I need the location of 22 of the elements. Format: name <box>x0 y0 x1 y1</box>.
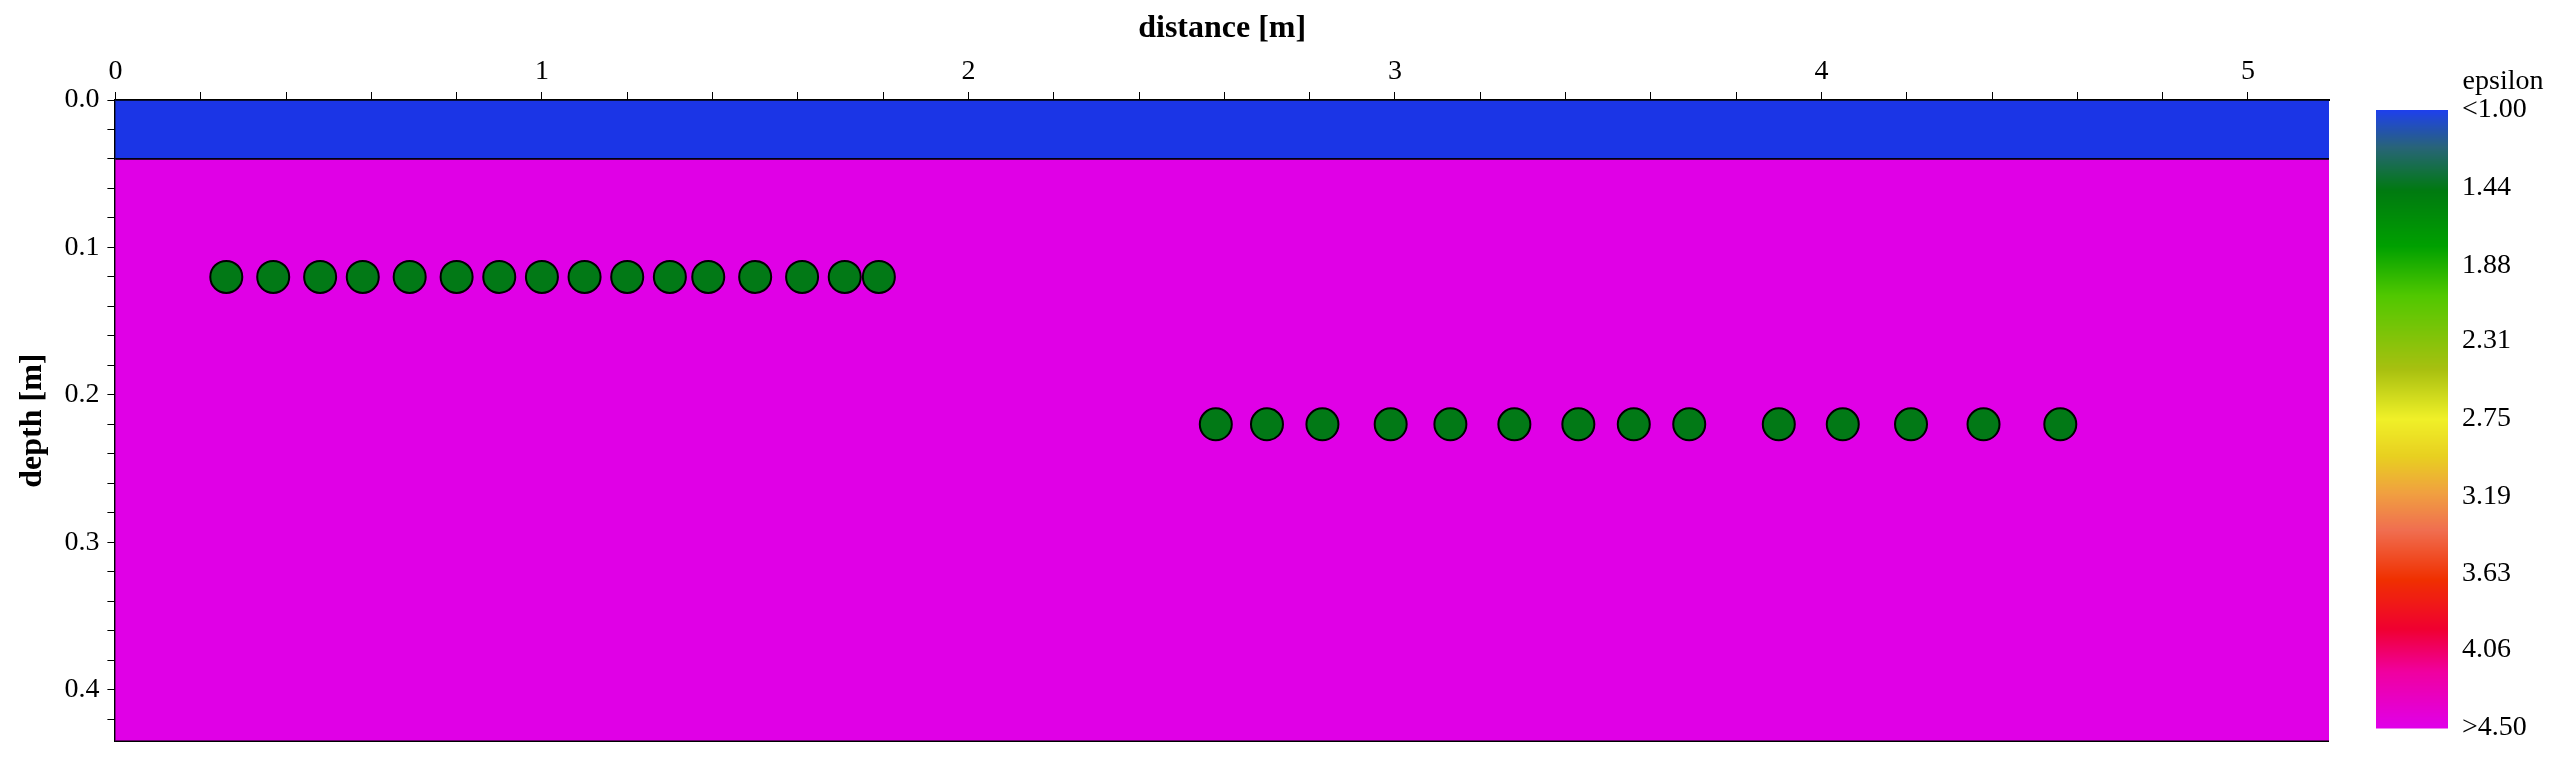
y-tick-label: 0.3 <box>64 524 100 556</box>
y-tick-label: 0.0 <box>64 82 100 114</box>
color-bar-label: 1.88 <box>2462 247 2511 279</box>
y-tick-label: 0.4 <box>64 671 100 703</box>
x-axis-title: distance [m] <box>1138 8 1307 45</box>
color-bar-label: 2.75 <box>2462 400 2511 432</box>
y-axis-title: depth [m] <box>12 353 49 488</box>
color-bar-label: 3.63 <box>2462 556 2511 588</box>
x-tick-label: 0 <box>108 53 123 85</box>
color-bar-label: 3.19 <box>2462 478 2511 510</box>
color-bar-label: 1.44 <box>2462 169 2511 201</box>
color-bar-label: 4.06 <box>2462 631 2511 663</box>
color-bar-label: >4.50 <box>2462 709 2527 741</box>
x-tick-label: 4 <box>1814 53 1829 85</box>
color-bar-title: epsilon <box>2462 64 2544 96</box>
color-bar-label: 2.31 <box>2462 323 2511 355</box>
y-tick-label: 0.1 <box>64 229 100 261</box>
y-tick-label: 0.2 <box>64 377 100 409</box>
x-tick-label: 2 <box>961 53 976 85</box>
x-tick-label: 1 <box>534 53 549 85</box>
x-tick-label: 5 <box>2240 53 2255 85</box>
x-tick-label: 3 <box>1387 53 1402 85</box>
